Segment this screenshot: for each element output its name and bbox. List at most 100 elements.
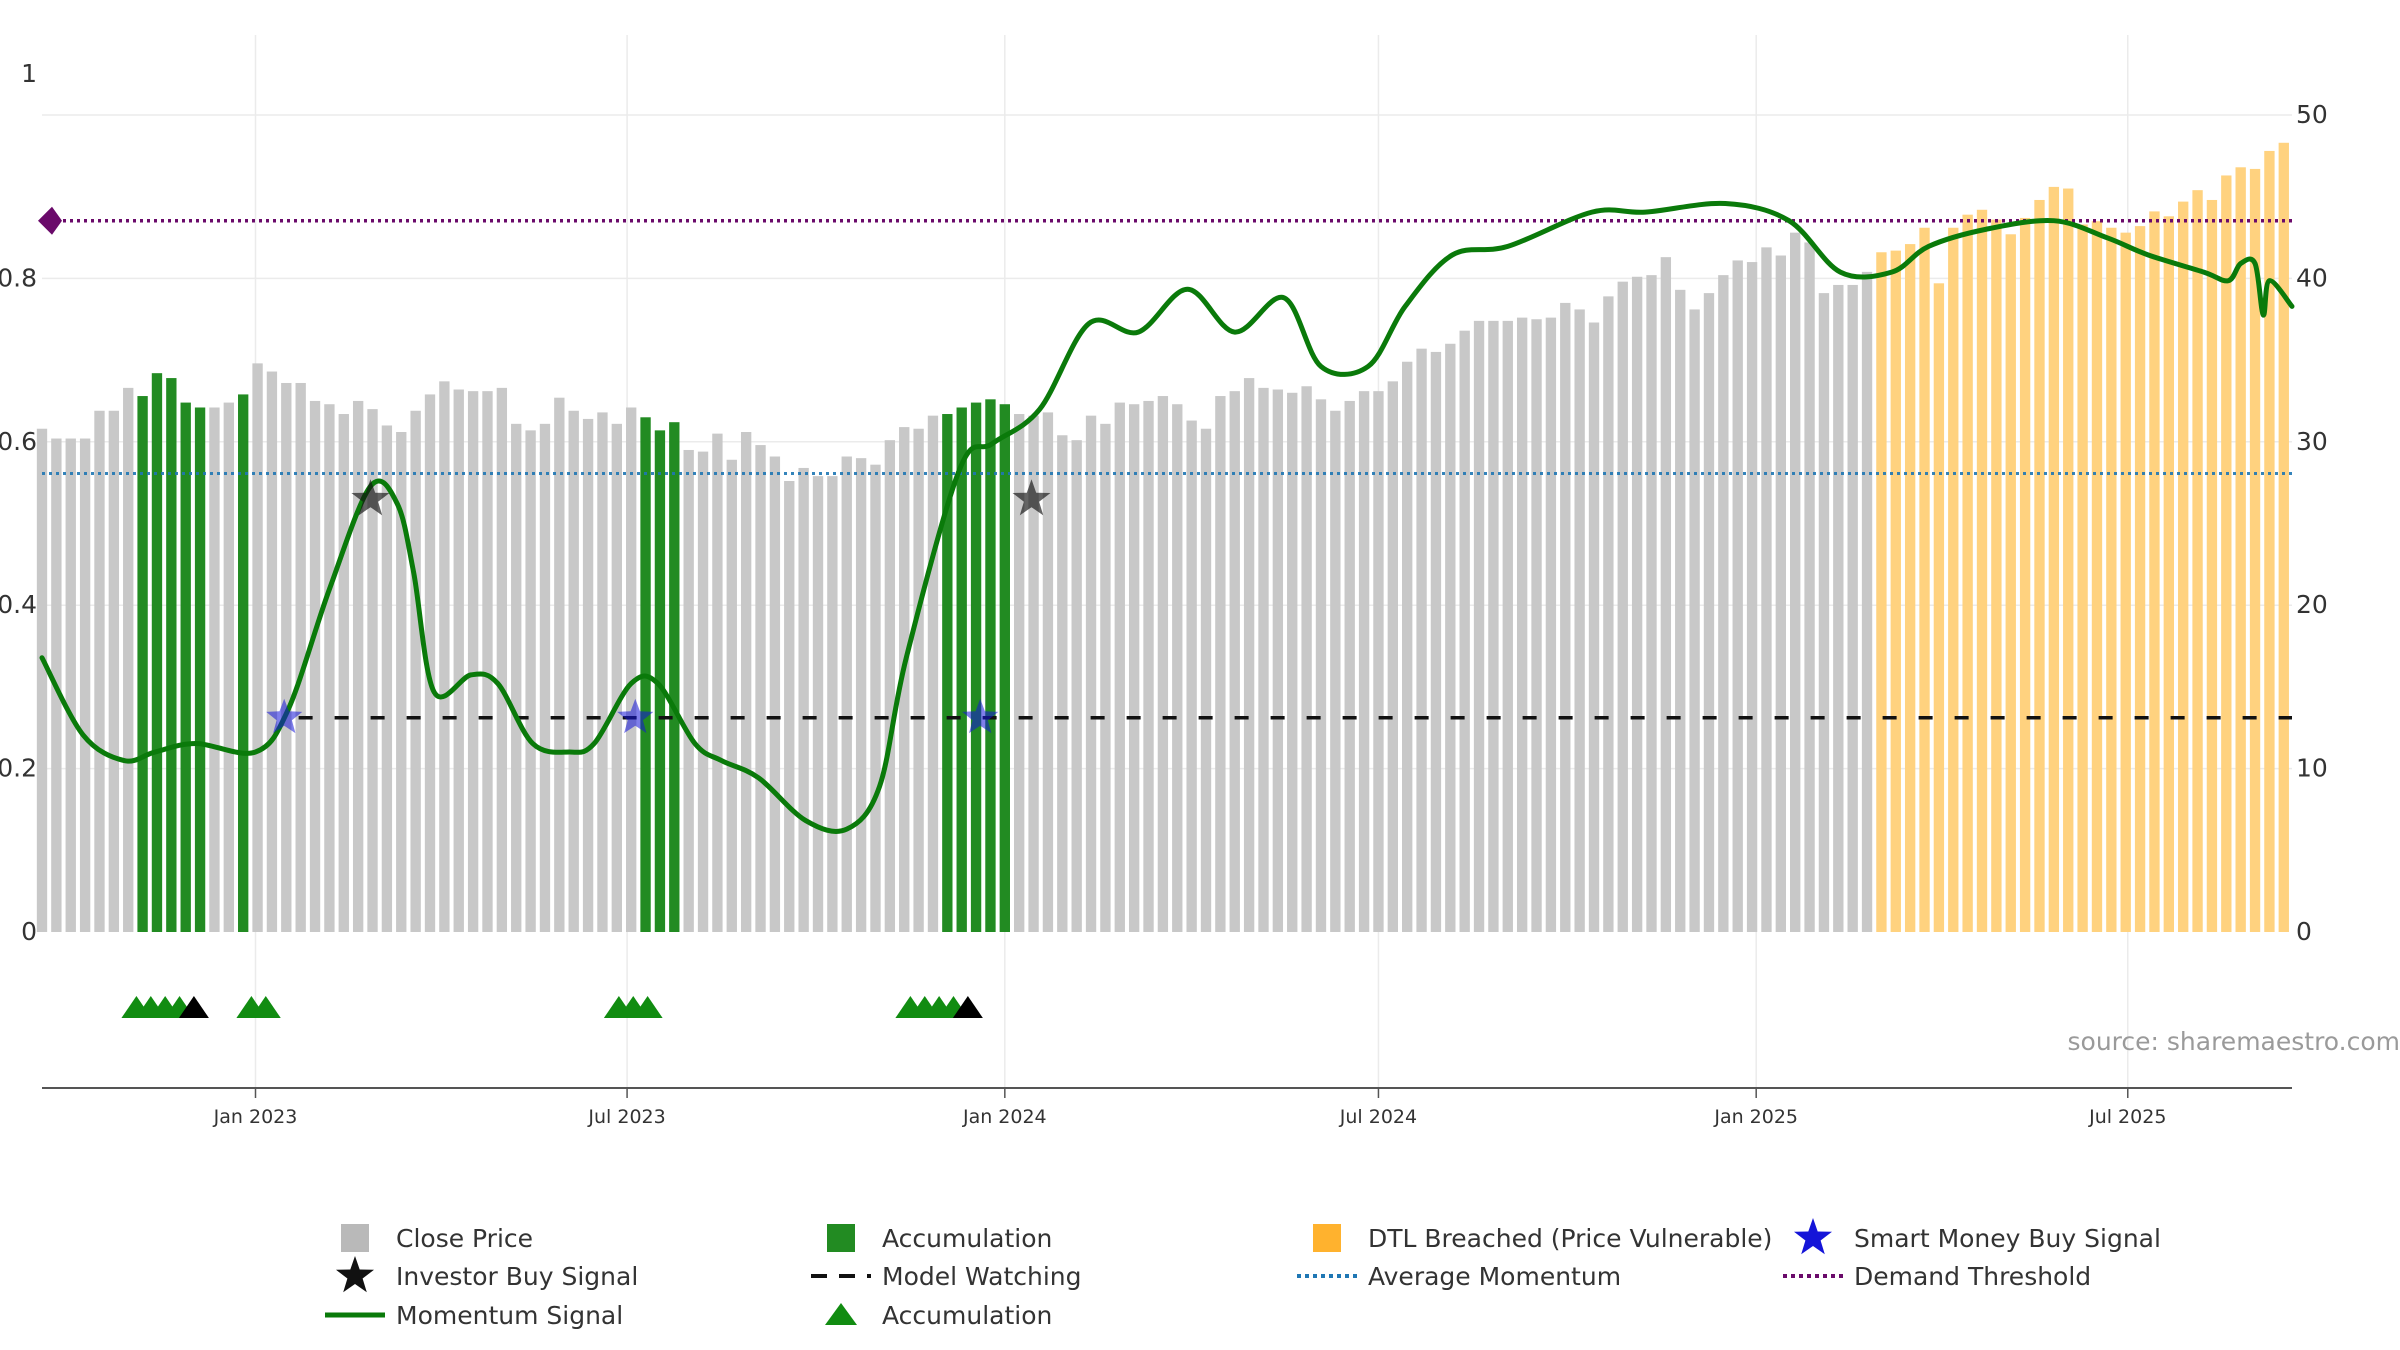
close-price-bar [1502, 320, 1513, 932]
close-price-bar [1588, 322, 1600, 932]
legend: Close Price Accumulation DTL Breached (Pri… [325, 1218, 2161, 1330]
close-price-bar [1330, 410, 1341, 932]
close-price-bar [1660, 257, 1672, 933]
price-bars [36, 142, 2289, 933]
close-price-bar [582, 418, 594, 932]
investor-buy-star [351, 479, 390, 516]
close-price-bar [1804, 242, 1815, 932]
legend-label: Smart Money Buy Signal [1854, 1224, 2161, 1253]
close-price-bar [812, 476, 824, 932]
close-price-bar [1718, 275, 1729, 933]
close-price-bar [424, 394, 436, 932]
legend-item-demand: Demand Threshold [1783, 1262, 2091, 1291]
close-price-bar [1229, 391, 1240, 932]
legend-item-average: Average Momentum [1297, 1262, 1621, 1291]
close-price-bar [1473, 320, 1485, 932]
close-price-bar [453, 389, 464, 933]
close-price-bar [1603, 296, 1614, 932]
close-price-bar [1114, 402, 1125, 933]
close-price-bar [1071, 440, 1082, 932]
close-price-bar [1172, 404, 1183, 932]
close-price-bar [1746, 262, 1758, 932]
close-price-bar [726, 459, 737, 932]
legend-label: Close Price [396, 1224, 533, 1253]
close-price-bar [1790, 232, 1801, 932]
dtl-breached-bar [2192, 190, 2203, 932]
accumulation-bar [137, 396, 148, 933]
close-price-bar [855, 458, 867, 932]
close-price-bar [1617, 281, 1628, 933]
right-y-tick-label: 30 [2296, 427, 2328, 456]
close-price-bar [352, 400, 364, 932]
accumulation-bar [654, 430, 666, 932]
x-tick-label: Jan 2024 [962, 1106, 1047, 1128]
close-price-bar [568, 410, 579, 932]
legend-label: Average Momentum [1368, 1262, 1621, 1291]
accumulation-triangle [952, 996, 983, 1018]
close-price-bar [467, 391, 479, 932]
legend-swatch [341, 1224, 369, 1252]
dtl-breached-bar [2091, 221, 2103, 932]
accumulation-bar [180, 402, 191, 933]
left-y-tick-label: 0 [21, 917, 37, 946]
close-price-bar [899, 427, 910, 932]
right-y-tick-label: 40 [2296, 263, 2328, 292]
accumulation-triangle [250, 996, 281, 1018]
close-price-bar [1387, 381, 1398, 932]
close-price-bar [94, 410, 105, 932]
right-y-tick-label: 50 [2296, 100, 2328, 129]
accumulation-bar [238, 394, 249, 932]
close-price-bar [79, 438, 91, 932]
dtl-breached-bar [2063, 188, 2074, 932]
close-price-bar [784, 481, 795, 932]
accumulation-bar [970, 402, 982, 933]
close-price-bar [1488, 320, 1499, 932]
close-price-bar [123, 387, 134, 932]
legend-label: Accumulation [882, 1301, 1052, 1330]
close-price-bar [1200, 428, 1212, 932]
x-tick-label: Jul 2025 [2088, 1106, 2166, 1128]
close-price-bar [1775, 255, 1786, 933]
dtl-breached-bar [2178, 201, 2189, 933]
close-price-bar [1416, 348, 1427, 932]
close-price-bar [1646, 275, 1657, 933]
dtl-breached-bar [2221, 175, 2232, 932]
smart-money-buy-star [962, 698, 999, 734]
source-label: source: sharemaestro.com [2068, 1027, 2400, 1056]
dtl-breached-bar [2048, 186, 2060, 932]
dtl-breached-bar [2005, 234, 2016, 933]
close-price-bar [1243, 378, 1255, 933]
left-y-tick-label: 0.4 [0, 590, 37, 619]
close-price-bar [755, 445, 766, 932]
close-price-bar [870, 464, 881, 932]
close-price-bar [554, 397, 565, 932]
close-price-bar [827, 476, 838, 932]
legend-star-icon [1794, 1218, 1832, 1255]
close-price-bar [108, 410, 120, 932]
close-price-bar [1732, 260, 1743, 932]
close-price-bar [1531, 319, 1542, 932]
dtl-breached-bar [2034, 199, 2045, 932]
close-price-bar [266, 371, 278, 933]
accumulation-bar [194, 407, 206, 933]
legend-star-icon [336, 1256, 374, 1293]
close-price-bar [1430, 351, 1442, 932]
legend-item-smart-money: Smart Money Buy Signal [1794, 1218, 2161, 1255]
left-y-tick-label: 1 [21, 59, 37, 88]
dtl-breached-bar [2077, 224, 2088, 932]
legend-label: Accumulation [882, 1224, 1052, 1253]
close-price-bar [1258, 387, 1269, 932]
close-price-bar [1631, 276, 1643, 932]
dtl-breached-bar [1933, 283, 1945, 932]
dtl-breached-bar [2149, 211, 2160, 932]
close-price-bar [439, 381, 450, 932]
dtl-breached-bar [1991, 219, 2002, 933]
x-tick-label: Jul 2023 [587, 1106, 665, 1128]
close-price-bar [626, 407, 637, 933]
demand-threshold-marker [38, 206, 62, 235]
right-y-tick-label: 10 [2296, 754, 2328, 783]
close-price-bar [539, 423, 551, 932]
close-price-bar [841, 456, 852, 932]
legend-item-close: Close Price [341, 1224, 533, 1253]
close-price-bar [1128, 404, 1140, 932]
